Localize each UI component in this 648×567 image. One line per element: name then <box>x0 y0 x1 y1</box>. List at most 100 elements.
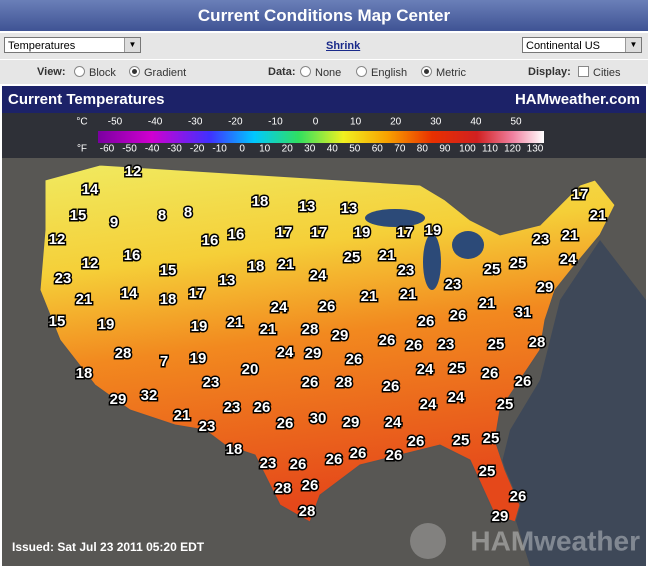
legend-tick-label: 100 <box>459 144 476 155</box>
temperature-label: 19 <box>191 318 208 335</box>
data-option[interactable]: None <box>300 66 341 79</box>
legend-tick-label: 30 <box>304 144 316 155</box>
temperature-label: 26 <box>383 378 400 395</box>
temperature-label: 16 <box>202 232 219 249</box>
legend-tick-label: 90 <box>439 144 451 155</box>
legend-tick-label: 0 <box>313 117 319 128</box>
temperature-label: 19 <box>190 350 207 367</box>
legend-tick-label: -20 <box>228 117 243 128</box>
legend-tick-label: -50 <box>108 117 123 128</box>
temperature-label: 26 <box>515 373 532 390</box>
layer-select[interactable]: Temperatures ▼ <box>4 37 141 53</box>
temperature-label: 18 <box>76 365 93 382</box>
legend-tick-label: 20 <box>282 144 294 155</box>
temperature-label: 9 <box>110 214 118 231</box>
temperature-label: 31 <box>515 304 532 321</box>
legend-tick-label: -40 <box>145 144 160 155</box>
temperature-label: 26 <box>386 447 403 464</box>
data-label: Data: <box>268 66 296 78</box>
data-option-label: None <box>315 67 342 79</box>
temperature-label: 24 <box>560 251 577 268</box>
temperature-label: 19 <box>98 316 115 333</box>
data-option[interactable]: Metric <box>421 66 466 79</box>
temperature-label: 23 <box>398 262 415 279</box>
view-option[interactable]: Block <box>74 66 116 79</box>
temperature-label: 21 <box>361 288 378 305</box>
temperature-label: 24 <box>310 267 327 284</box>
legend-tick-label: 30 <box>430 117 442 128</box>
temperature-label: 26 <box>450 307 467 324</box>
temperature-label: 29 <box>537 279 554 296</box>
temperature-label: 26 <box>277 415 294 432</box>
temperature-label: 21 <box>562 227 579 244</box>
temperature-label: 26 <box>406 337 423 354</box>
legend-tick-label: -20 <box>190 144 205 155</box>
watermark-logo <box>410 523 446 559</box>
temperature-label: 21 <box>260 321 277 338</box>
options-bar: View: Data: Display: Block Gradient None En… <box>0 60 648 84</box>
legend-tick-label: 110 <box>482 144 498 155</box>
legend-tick-label: -60 <box>100 144 115 155</box>
legend-ticks: -50 -40 -30 -20 -10 0 10 20 30 40 50 -60 -50 -40 -30 -2… <box>100 117 544 155</box>
region-select-text: Continental US <box>526 40 600 52</box>
temperature-label: 26 <box>254 399 271 416</box>
issued: Issued: Sat Jul 23 2011 05:20 EDT <box>12 540 205 554</box>
temperature-label: 25 <box>510 255 527 272</box>
temperature-label: 26 <box>302 374 319 391</box>
view-option-label: Block <box>89 67 116 79</box>
layer-select-text: Temperatures <box>8 40 76 52</box>
temperature-label: 18 <box>226 441 243 458</box>
temperature-label: 20 <box>242 361 259 378</box>
legend-tick-label: 120 <box>504 144 521 155</box>
legend-tick-label: 10 <box>259 144 271 155</box>
legend-tick-label: 70 <box>394 144 406 155</box>
temperature-label: 21 <box>174 407 191 424</box>
data-option[interactable]: English <box>356 66 407 79</box>
temperature-label: 26 <box>346 351 363 368</box>
us-land <box>39 164 616 523</box>
legend-tick-label: -10 <box>268 117 283 128</box>
temperature-label: 14 <box>121 285 138 302</box>
lake <box>423 234 441 290</box>
temperature-label: 13 <box>341 200 358 217</box>
temperature-label: 26 <box>510 488 527 505</box>
temperature-label: 26 <box>418 313 435 330</box>
view-label: View: <box>37 66 66 78</box>
legend-tick-label: -30 <box>188 117 203 128</box>
view-option[interactable]: Gradient <box>129 66 186 79</box>
temperature-label: 15 <box>70 207 87 224</box>
temperature-label: 23 <box>438 336 455 353</box>
temperature-label: 24 <box>271 299 288 316</box>
temperature-label: 21 <box>76 291 93 308</box>
legend-tick-label: 40 <box>470 117 482 128</box>
data-option-label: English <box>371 67 408 79</box>
temperature-label: 30 <box>310 410 327 427</box>
region-select[interactable]: Continental US ▼ <box>522 37 642 53</box>
temperature-label: 23 <box>203 374 220 391</box>
temperature-label: 17 <box>189 285 206 302</box>
display-option[interactable]: Cities <box>578 66 621 79</box>
view-option-label: Gradient <box>144 67 187 79</box>
temperature-label: 28 <box>299 503 316 520</box>
temperature-label: 17 <box>311 224 328 241</box>
page-title: Current Conditions Map Center <box>0 0 648 31</box>
celsius-label: °C <box>76 117 87 128</box>
temperature-label: 26 <box>319 298 336 315</box>
brand: HAMweather.com <box>515 91 640 108</box>
temperature-label: 25 <box>488 336 505 353</box>
display-label: Display: <box>528 66 571 78</box>
legend-tick-label: 50 <box>510 117 522 128</box>
legend-tick-label: 40 <box>327 144 339 155</box>
temperature-label: 18 <box>252 193 269 210</box>
temperature-label: 13 <box>299 198 316 215</box>
legend-tick-label: -50 <box>122 144 137 155</box>
temperature-label: 23 <box>260 455 277 472</box>
shrink-link[interactable]: Shrink <box>326 40 361 52</box>
temperature-label: 14 <box>82 181 99 198</box>
temperature-label: 25 <box>484 261 501 278</box>
legend-panel <box>2 113 646 158</box>
temperature-label: 24 <box>277 344 294 361</box>
temperature-label: 13 <box>219 272 236 289</box>
